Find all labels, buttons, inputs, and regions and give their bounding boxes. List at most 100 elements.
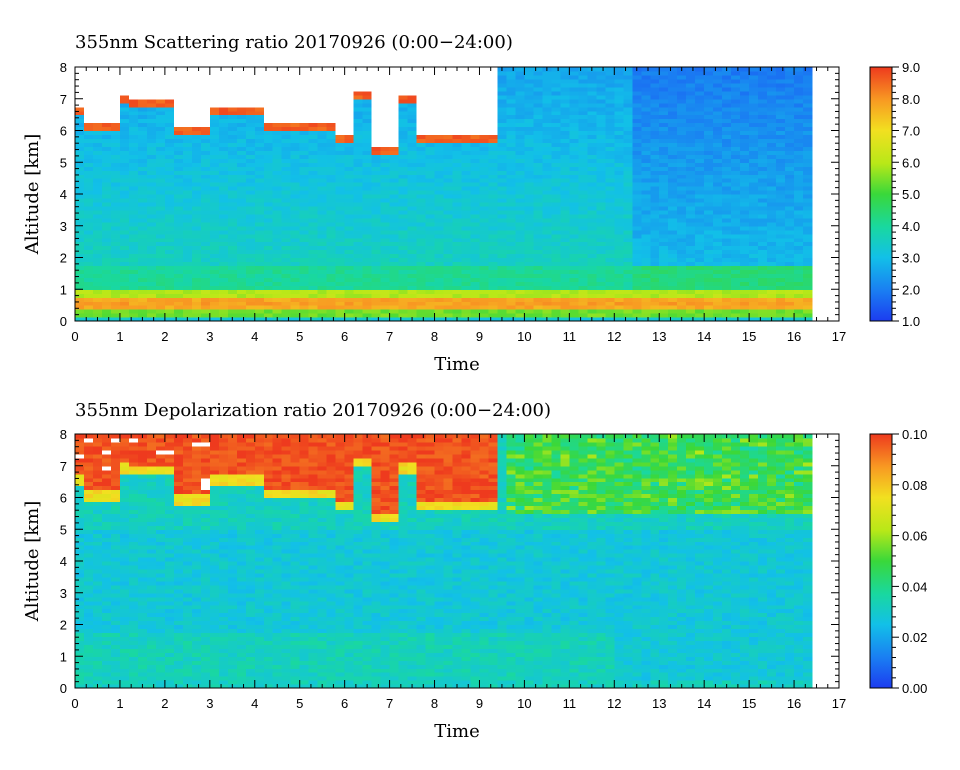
heatmap-cell (587, 142, 597, 147)
heatmap-cell (380, 194, 391, 199)
heatmap-cell (290, 257, 301, 263)
heatmap-cell (308, 201, 319, 207)
heatmap-cell (578, 166, 588, 171)
heatmap-cell (191, 162, 202, 167)
heatmap-cell (695, 194, 705, 199)
heatmap-cell (263, 205, 274, 211)
heatmap-cell (695, 166, 705, 171)
heatmap-cell (128, 269, 139, 274)
heatmap-cell (470, 317, 481, 322)
heatmap-cell (497, 233, 508, 239)
heatmap-cell (137, 122, 148, 128)
heatmap-cell (434, 170, 445, 175)
heatmap-cell (398, 201, 409, 207)
heatmap-cell (92, 150, 103, 155)
heatmap-cell (236, 166, 247, 171)
heatmap-cell (101, 162, 112, 167)
heatmap-cell (101, 237, 112, 243)
heatmap-cell (308, 277, 319, 282)
heatmap-cell (668, 70, 678, 76)
heatmap-cell (668, 106, 678, 112)
heatmap-cell (236, 82, 247, 88)
heatmap-cell (641, 90, 651, 96)
heatmap-cell (164, 190, 175, 195)
heatmap-cell (155, 134, 166, 140)
heatmap-cell (767, 166, 777, 171)
heatmap-cell (560, 305, 570, 310)
heatmap-cell (686, 293, 696, 298)
heatmap-cell (695, 305, 705, 310)
heatmap-cell (767, 110, 777, 116)
heatmap-cell (398, 257, 409, 263)
heatmap-cell (641, 241, 651, 247)
heatmap-cell (659, 190, 669, 195)
heatmap-cell (200, 67, 211, 72)
heatmap-cell (281, 265, 292, 271)
heatmap-cell (371, 221, 382, 227)
heatmap-cell (659, 201, 669, 207)
heatmap-cell (434, 110, 445, 116)
heatmap-cell (533, 277, 543, 282)
heatmap-cell (740, 94, 750, 100)
heatmap-cell (335, 289, 346, 294)
heatmap-cell (605, 74, 615, 80)
heatmap-cell (263, 301, 274, 306)
heatmap-cell (686, 273, 696, 278)
heatmap-cell (263, 178, 274, 183)
heatmap-cell (569, 174, 579, 179)
heatmap-cell (470, 146, 481, 151)
heatmap-cell (75, 182, 85, 187)
heatmap-cell (101, 293, 112, 298)
heatmap-cell (128, 186, 139, 191)
heatmap-cell (371, 285, 382, 290)
heatmap-cell (452, 118, 463, 124)
heatmap-cell (506, 285, 517, 290)
heatmap-cell (83, 285, 94, 290)
heatmap-cell (506, 130, 517, 136)
heatmap-cell (461, 281, 472, 286)
heatmap-cell (101, 205, 112, 211)
heatmap-cell (164, 305, 175, 310)
heatmap-cell (173, 102, 184, 108)
heatmap-cell (227, 201, 238, 207)
heatmap-cell (227, 313, 238, 318)
heatmap-cell (416, 301, 427, 306)
heatmap-cell (83, 265, 94, 271)
heatmap-cell (326, 269, 337, 274)
heatmap-cell (416, 229, 427, 235)
heatmap-cell (668, 305, 678, 310)
heatmap-cell (767, 174, 777, 179)
heatmap-cell (75, 285, 85, 290)
heatmap-cell (533, 150, 543, 155)
heatmap-cell (407, 301, 418, 306)
heatmap-cell (659, 182, 669, 187)
heatmap-cell (740, 74, 750, 80)
heatmap-cell (452, 186, 463, 191)
heatmap-cell (389, 221, 400, 227)
heatmap-cell (506, 281, 517, 286)
heatmap-cell (254, 309, 265, 314)
heatmap-cell (281, 217, 292, 223)
heatmap-cell (182, 94, 193, 100)
heatmap-cell (731, 182, 741, 187)
heatmap-cell (632, 245, 642, 251)
heatmap-cell (515, 197, 526, 203)
heatmap-cell (668, 309, 678, 314)
heatmap-cell (596, 122, 606, 128)
heatmap-cell (272, 209, 283, 215)
heatmap-cell (389, 261, 400, 267)
heatmap-cell (533, 221, 543, 227)
heatmap-cell (749, 289, 759, 294)
heatmap-cell (578, 67, 588, 72)
heatmap-cell (245, 249, 256, 255)
heatmap-cell (461, 301, 472, 306)
heatmap-cell (416, 94, 427, 100)
heatmap-cell (254, 253, 265, 259)
heatmap-cell (506, 194, 517, 199)
heatmap-cell (353, 269, 364, 274)
heatmap-cell (533, 94, 543, 100)
heatmap-cell (488, 237, 499, 243)
heatmap-cell (686, 166, 696, 171)
heatmap-cell (758, 114, 768, 120)
heatmap-cell (668, 186, 678, 191)
